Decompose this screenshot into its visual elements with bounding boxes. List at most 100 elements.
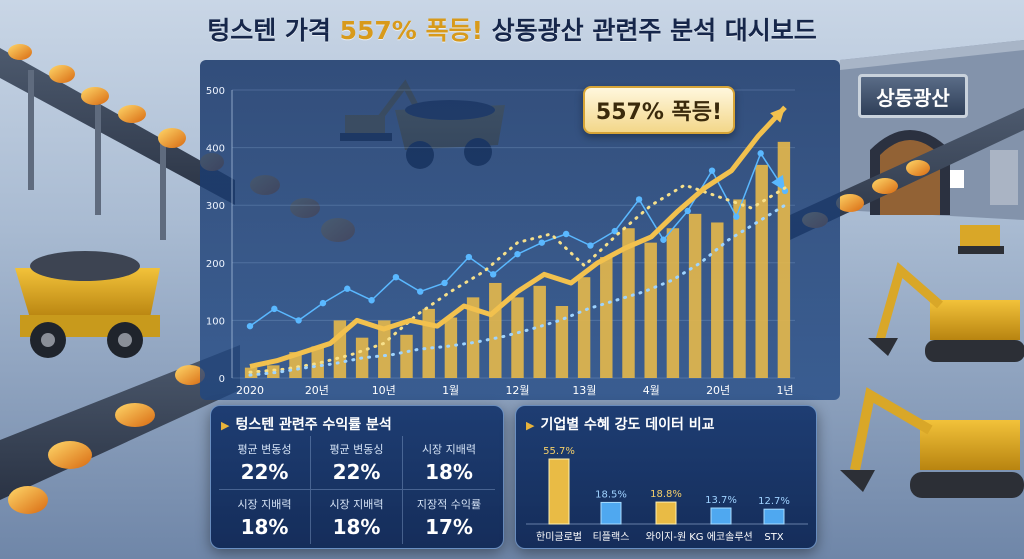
stat-cell: 평균 변동성 22% xyxy=(219,436,311,490)
company-value-label: 55.7% xyxy=(543,446,575,457)
blue-series-point xyxy=(562,230,570,238)
comparison-card-title: ▶ 기업별 수혜 강도 데이터 비교 xyxy=(526,414,715,434)
bar xyxy=(378,320,391,378)
returns-card-title-text: 텅스텐 관련주 수익률 분석 xyxy=(235,417,392,433)
blue-series-point xyxy=(368,297,375,304)
company-bar-chart: 55.7% 한미글로벌 18.5% 티플랙스 18.8% 와이지-원 13.7% KG 에코솔… xyxy=(526,446,808,543)
title-prefix: 텅스텐 가격 xyxy=(207,16,340,45)
x-tick-label: 1년 xyxy=(776,384,793,397)
bar xyxy=(466,297,480,378)
bar xyxy=(533,285,546,378)
blue-series-point xyxy=(295,317,302,324)
bar xyxy=(711,222,724,378)
blue-series-point xyxy=(538,239,546,246)
stat-cell: 시장 지배력 18% xyxy=(311,490,403,544)
bar xyxy=(733,199,746,378)
company-value-label: 18.8% xyxy=(650,489,682,500)
y-tick-label: 500 xyxy=(206,86,225,97)
triangle-right-icon: ▶ xyxy=(526,419,535,432)
blue-series-point xyxy=(417,288,424,295)
company-value-label: 13.7% xyxy=(705,495,737,506)
title-suffix: 상동광산 관련주 분석 대시보드 xyxy=(482,16,817,45)
blue-series-point xyxy=(587,242,594,249)
dotted-gold-series-line xyxy=(248,183,787,374)
company-name-label: 와이지-원 xyxy=(646,531,686,543)
small-machine xyxy=(958,225,1004,254)
page-title: 텅스텐 가격 557% 폭등! 상동광산 관련주 분석 대시보드 xyxy=(207,11,817,47)
blue-series-point xyxy=(319,299,327,307)
company-bar xyxy=(763,508,785,525)
bar xyxy=(600,257,613,378)
x-tick-label: 20년 xyxy=(706,384,730,397)
stat-label: 시장 지배력 xyxy=(237,497,292,511)
blue-series-point xyxy=(635,196,643,203)
stat-value: 17% xyxy=(425,514,473,539)
x-tick-label: 10년 xyxy=(372,384,396,397)
bar xyxy=(622,228,635,378)
x-tick-label: 20년 xyxy=(305,384,329,397)
bar xyxy=(688,213,702,378)
company-value-label: 12.7% xyxy=(758,496,790,507)
blue-series-point xyxy=(392,274,400,281)
stat-label: 시장 지배력 xyxy=(329,497,384,511)
blue-series-point xyxy=(684,207,691,215)
bar xyxy=(666,228,680,378)
blue-series-point xyxy=(757,150,764,157)
blue-series-point xyxy=(271,305,278,313)
stat-label: 평균 변동성 xyxy=(237,443,292,456)
bar xyxy=(489,282,502,378)
blue-series-point xyxy=(514,250,521,258)
stat-label: 지장적 수익률 xyxy=(416,497,482,511)
stat-value: 18% xyxy=(332,514,381,539)
returns-analysis-card: ▶ 텅스텐 관련주 수익률 분석 평균 변동성 22% 평균 변동싱 22% 시장 지… xyxy=(210,405,504,549)
company-bar xyxy=(655,501,677,525)
stat-cell: 지장적 수익률 17% xyxy=(403,490,495,544)
stat-label: 평균 변동싱 xyxy=(329,443,384,456)
y-tick-label: 400 xyxy=(206,144,225,155)
stat-cell: 평균 변동싱 22% xyxy=(311,436,403,490)
bar xyxy=(644,242,657,378)
blue-series-point xyxy=(708,167,716,174)
mine-sign: 상동광산 xyxy=(858,74,968,118)
stat-value: 18% xyxy=(425,460,473,484)
bar xyxy=(311,346,324,378)
bar xyxy=(511,297,524,378)
blue-series-point xyxy=(611,227,618,235)
company-name-label: KG 에코솔루션 xyxy=(689,531,753,543)
surge-callout: 557% 폭등! xyxy=(583,86,735,134)
x-tick-label: 1월 xyxy=(442,384,459,397)
dump-truck-left xyxy=(15,251,160,358)
company-comparison-card: ▶ 기업별 수혜 강도 데이터 비교 55.7% 한미글로벌 18.5% 티플랙스 18.… xyxy=(515,405,817,549)
dotted-blue-series-line xyxy=(248,203,787,377)
blue-series-point xyxy=(246,322,254,330)
excavator-right-lower xyxy=(840,387,1024,498)
company-bar xyxy=(710,507,732,525)
triangle-right-icon: ▶ xyxy=(221,419,230,432)
y-tick-label: 200 xyxy=(206,259,225,270)
stats-grid: 평균 변동성 22% 평균 변동싱 22% 시장 지배력 18% 시장 지배력 18% … xyxy=(219,436,495,544)
returns-card-title: ▶ 텅스텐 관련주 수익률 분석 xyxy=(221,414,392,434)
blue-series-point xyxy=(660,236,667,243)
y-tick-label: 0 xyxy=(219,374,225,385)
x-tick-label: 2020 xyxy=(236,384,264,397)
title-highlight: 557% 폭등! xyxy=(339,16,483,45)
ore-nuggets-lower xyxy=(8,365,205,514)
y-tick-label: 100 xyxy=(206,316,225,327)
company-value-label: 18.5% xyxy=(595,489,627,500)
bar xyxy=(400,334,413,378)
x-tick-label: 12월 xyxy=(505,384,529,397)
stat-cell: 시장 지배력 18% xyxy=(403,436,495,490)
bar xyxy=(755,164,768,378)
y-tick-label: 300 xyxy=(206,201,225,212)
blue-series-point xyxy=(441,279,448,287)
bar xyxy=(555,306,569,378)
stat-cell: 시장 지배력 18% xyxy=(219,490,311,544)
company-bar xyxy=(548,458,570,525)
stat-value: 22% xyxy=(332,460,381,484)
comparison-card-title-text: 기업별 수혜 강도 데이터 비교 xyxy=(540,417,715,433)
blue-series-arrowhead xyxy=(771,174,785,191)
bar xyxy=(422,308,435,378)
conveyor-upper xyxy=(0,48,235,205)
blue-series-point xyxy=(489,271,497,278)
stat-value: 18% xyxy=(240,514,289,539)
